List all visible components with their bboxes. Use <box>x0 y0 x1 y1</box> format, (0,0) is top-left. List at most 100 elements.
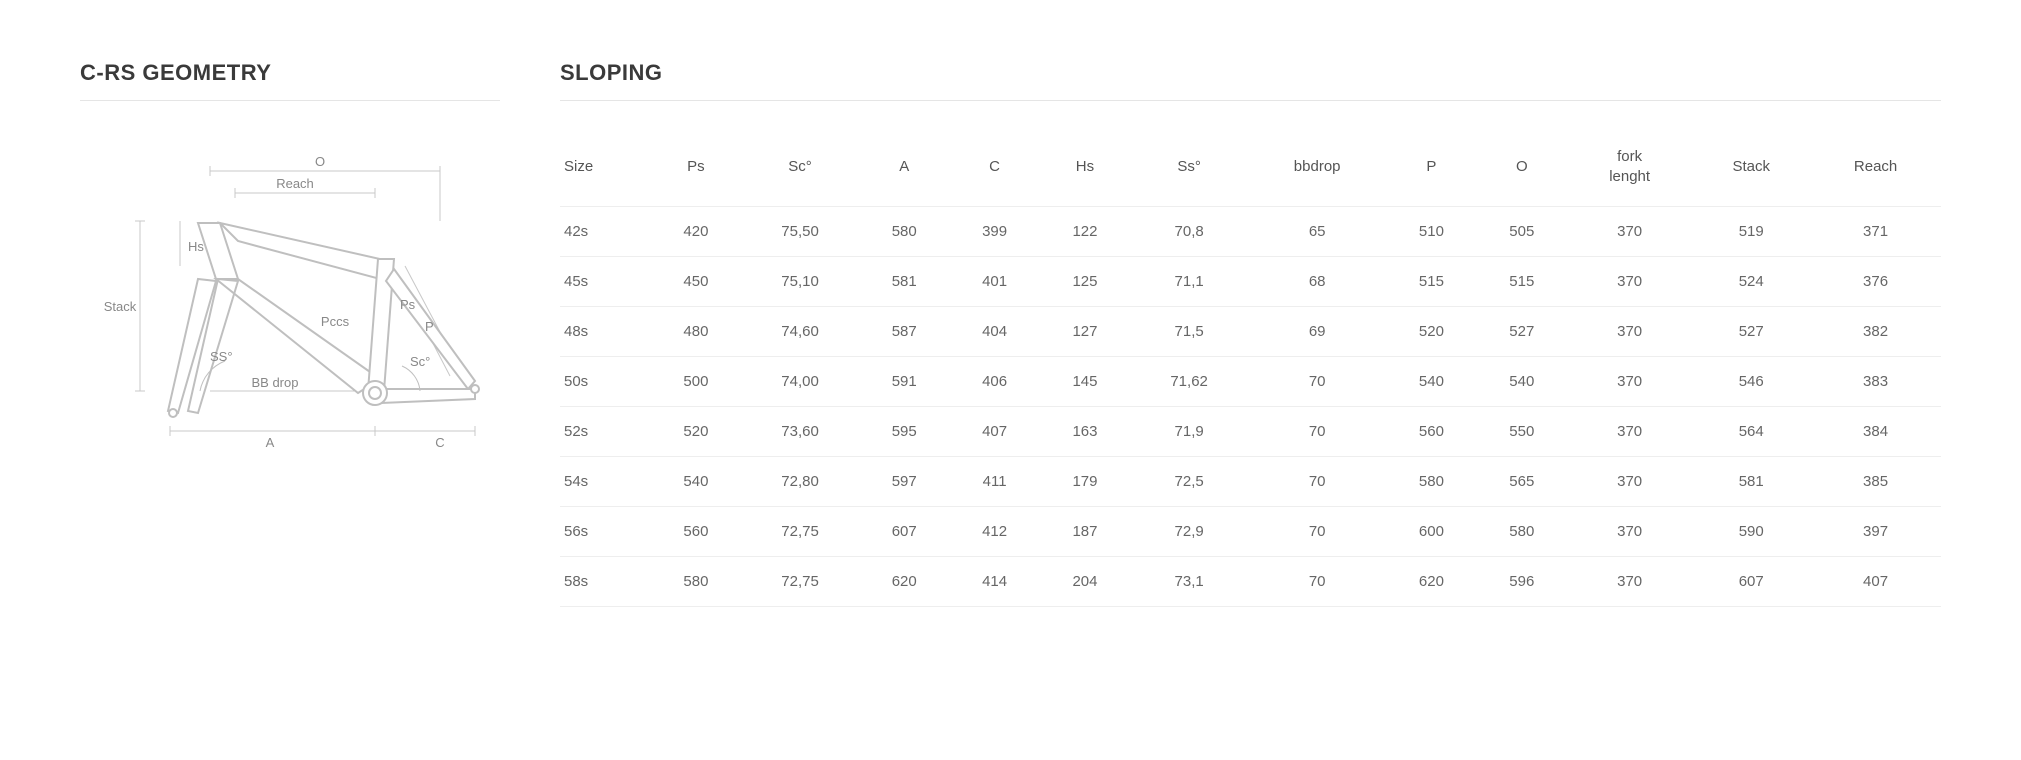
table-cell: 58s <box>560 557 651 607</box>
table-cell: 48s <box>560 307 651 357</box>
table-cell: 540 <box>1386 357 1476 407</box>
column-header: Sc° <box>741 131 859 207</box>
table-cell: 607 <box>1692 557 1810 607</box>
table-cell: 71,62 <box>1130 357 1248 407</box>
table-cell: 70 <box>1248 507 1386 557</box>
column-header: Size <box>560 131 651 207</box>
table-cell: 73,60 <box>741 407 859 457</box>
table-cell: 70,8 <box>1130 207 1248 257</box>
table-row: 48s48074,6058740412771,56952052737052738… <box>560 307 1941 357</box>
table-cell: 371 <box>1810 207 1941 257</box>
column-header: forklenght <box>1567 131 1692 207</box>
table-cell: 74,00 <box>741 357 859 407</box>
table-cell: 163 <box>1040 407 1130 457</box>
table-row: 45s45075,1058140112571,16851551537052437… <box>560 257 1941 307</box>
geometry-table: SizePsSc°ACHsSs°bbdropPOforklenghtStackR… <box>560 131 1941 607</box>
table-cell: 370 <box>1567 557 1692 607</box>
table-cell: 50s <box>560 357 651 407</box>
table-cell: 370 <box>1567 407 1692 457</box>
diagram-labels: O Reach Hs Stack Pccs Ps P SS° Sc° BB dr… <box>104 154 445 450</box>
table-cell: 370 <box>1567 307 1692 357</box>
table-row: 42s42075,5058039912270,86551050537051937… <box>560 207 1941 257</box>
column-header: Hs <box>1040 131 1130 207</box>
table-cell: 546 <box>1692 357 1810 407</box>
label-o: O <box>315 154 325 169</box>
table-cell: 505 <box>1477 207 1567 257</box>
bike-frame-svg: O Reach Hs Stack Pccs Ps P SS° Sc° BB dr… <box>80 131 500 451</box>
table-cell: 70 <box>1248 557 1386 607</box>
table-cell: 510 <box>1386 207 1476 257</box>
table-cell: 70 <box>1248 407 1386 457</box>
label-a: A <box>266 435 275 450</box>
label-reach: Reach <box>276 176 314 191</box>
table-cell: 520 <box>1386 307 1476 357</box>
table-cell: 564 <box>1692 407 1810 457</box>
table-cell: 127 <box>1040 307 1130 357</box>
table-cell: 580 <box>859 207 949 257</box>
table-cell: 620 <box>1386 557 1476 607</box>
table-cell: 527 <box>1477 307 1567 357</box>
column-header: Reach <box>1810 131 1941 207</box>
label-ps: Ps <box>400 297 416 312</box>
table-row: 50s50074,0059140614571,62705405403705463… <box>560 357 1941 407</box>
table-cell: 71,1 <box>1130 257 1248 307</box>
table-body: 42s42075,5058039912270,86551050537051937… <box>560 207 1941 607</box>
table-cell: 71,9 <box>1130 407 1248 457</box>
table-cell: 68 <box>1248 257 1386 307</box>
table-cell: 72,5 <box>1130 457 1248 507</box>
table-cell: 370 <box>1567 257 1692 307</box>
table-cell: 406 <box>949 357 1039 407</box>
geometry-column: C-RS GEOMETRY <box>80 60 500 607</box>
table-cell: 72,9 <box>1130 507 1248 557</box>
label-stack: Stack <box>104 299 137 314</box>
table-cell: 385 <box>1810 457 1941 507</box>
table-cell: 581 <box>859 257 949 307</box>
table-cell: 581 <box>1692 457 1810 507</box>
label-pccs: Pccs <box>321 314 350 329</box>
table-cell: 596 <box>1477 557 1567 607</box>
column-header: Ss° <box>1130 131 1248 207</box>
table-cell: 587 <box>859 307 949 357</box>
table-cell: 600 <box>1386 507 1476 557</box>
table-row: 54s54072,8059741117972,57058056537058138… <box>560 457 1941 507</box>
table-row: 56s56072,7560741218772,97060058037059039… <box>560 507 1941 557</box>
geometry-title: C-RS GEOMETRY <box>80 60 500 101</box>
table-cell: 597 <box>859 457 949 507</box>
table-cell: 515 <box>1477 257 1567 307</box>
table-cell: 519 <box>1692 207 1810 257</box>
table-row: 58s58072,7562041420473,17062059637060740… <box>560 557 1941 607</box>
table-cell: 580 <box>1386 457 1476 507</box>
table-row: 52s52073,6059540716371,97056055037056438… <box>560 407 1941 457</box>
table-cell: 72,75 <box>741 507 859 557</box>
table-cell: 620 <box>859 557 949 607</box>
label-ss: SS° <box>210 349 233 364</box>
table-cell: 42s <box>560 207 651 257</box>
table-cell: 404 <box>949 307 1039 357</box>
table-cell: 72,80 <box>741 457 859 507</box>
table-cell: 71,5 <box>1130 307 1248 357</box>
table-cell: 399 <box>949 207 1039 257</box>
table-cell: 520 <box>651 407 741 457</box>
table-cell: 56s <box>560 507 651 557</box>
table-cell: 515 <box>1386 257 1476 307</box>
table-cell: 69 <box>1248 307 1386 357</box>
table-cell: 591 <box>859 357 949 407</box>
label-sc: Sc° <box>410 354 430 369</box>
table-cell: 414 <box>949 557 1039 607</box>
table-cell: 75,50 <box>741 207 859 257</box>
label-bbdrop: BB drop <box>252 375 299 390</box>
table-cell: 382 <box>1810 307 1941 357</box>
table-cell: 500 <box>651 357 741 407</box>
table-cell: 540 <box>1477 357 1567 407</box>
table-head: SizePsSc°ACHsSs°bbdropPOforklenghtStackR… <box>560 131 1941 207</box>
table-cell: 65 <box>1248 207 1386 257</box>
table-cell: 45s <box>560 257 651 307</box>
table-cell: 72,75 <box>741 557 859 607</box>
table-cell: 187 <box>1040 507 1130 557</box>
table-cell: 480 <box>651 307 741 357</box>
table-cell: 54s <box>560 457 651 507</box>
table-title: SLOPING <box>560 60 1941 101</box>
table-cell: 540 <box>651 457 741 507</box>
table-cell: 125 <box>1040 257 1130 307</box>
table-cell: 580 <box>1477 507 1567 557</box>
